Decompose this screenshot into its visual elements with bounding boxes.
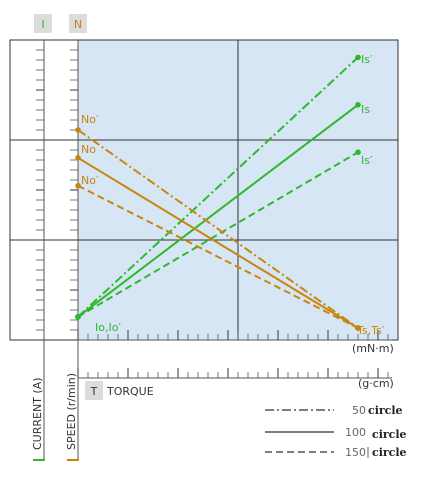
series-line-speed-150 — [77, 184, 359, 329]
series-line-current-100 — [77, 104, 359, 318]
label-no-prime-bottom: No′ — [81, 174, 99, 187]
torque-unit-mnm: (mN·m) — [352, 342, 394, 355]
current-axis-title: CURRENT (A) — [31, 377, 44, 450]
series-point-speed-150-1 — [355, 325, 361, 331]
legend-value-100: 100 — [345, 426, 366, 439]
series-line-current-50 — [77, 56, 359, 318]
current-axis-badge: I — [41, 18, 44, 31]
legend-unit-150: circle — [372, 446, 407, 459]
series-point-current-50-1 — [355, 54, 361, 61]
speed-axis-badge-bg — [69, 14, 87, 33]
current-axis-badge-bg — [34, 14, 52, 33]
label-no: No — [81, 143, 96, 156]
speed-axis-badge: N — [74, 18, 82, 31]
series-point-speed-50-0 — [75, 127, 81, 133]
label-is-prime-top: Is′ — [361, 53, 373, 66]
label-origin: Io,Io′ — [95, 321, 121, 334]
series-point-current-150-0 — [75, 314, 81, 320]
torque-badge: T — [90, 385, 98, 398]
series-line-current-150 — [77, 151, 359, 318]
label-stall: Ts,Ts′ — [356, 324, 385, 337]
series-line-speed-50 — [77, 129, 359, 329]
series-point-speed-100-0 — [75, 155, 81, 161]
label-is: Is — [361, 103, 370, 116]
torque-axis-title: TORQUE — [106, 385, 154, 398]
legend: 50 circle 100 circle 150 circle — [265, 404, 407, 459]
series-point-speed-150-0 — [75, 182, 81, 189]
label-is-prime-bottom: Is′ — [361, 154, 373, 167]
torque-unit-gcm: (g·cm) — [358, 377, 394, 390]
legend-unit-100: circle — [372, 428, 407, 441]
speed-axis-title: SPEED (r/min) — [65, 373, 78, 450]
legend-value-50: 50 — [352, 404, 366, 417]
legend-value-150: 150 — [345, 446, 366, 459]
series-point-current-150-1 — [355, 149, 361, 156]
label-no-prime-top: No′ — [81, 113, 99, 126]
legend-unit-50: circle — [368, 404, 403, 417]
torque-badge-bg — [85, 381, 103, 400]
series-point-current-100-1 — [355, 102, 361, 108]
series-line-speed-100 — [77, 156, 359, 329]
